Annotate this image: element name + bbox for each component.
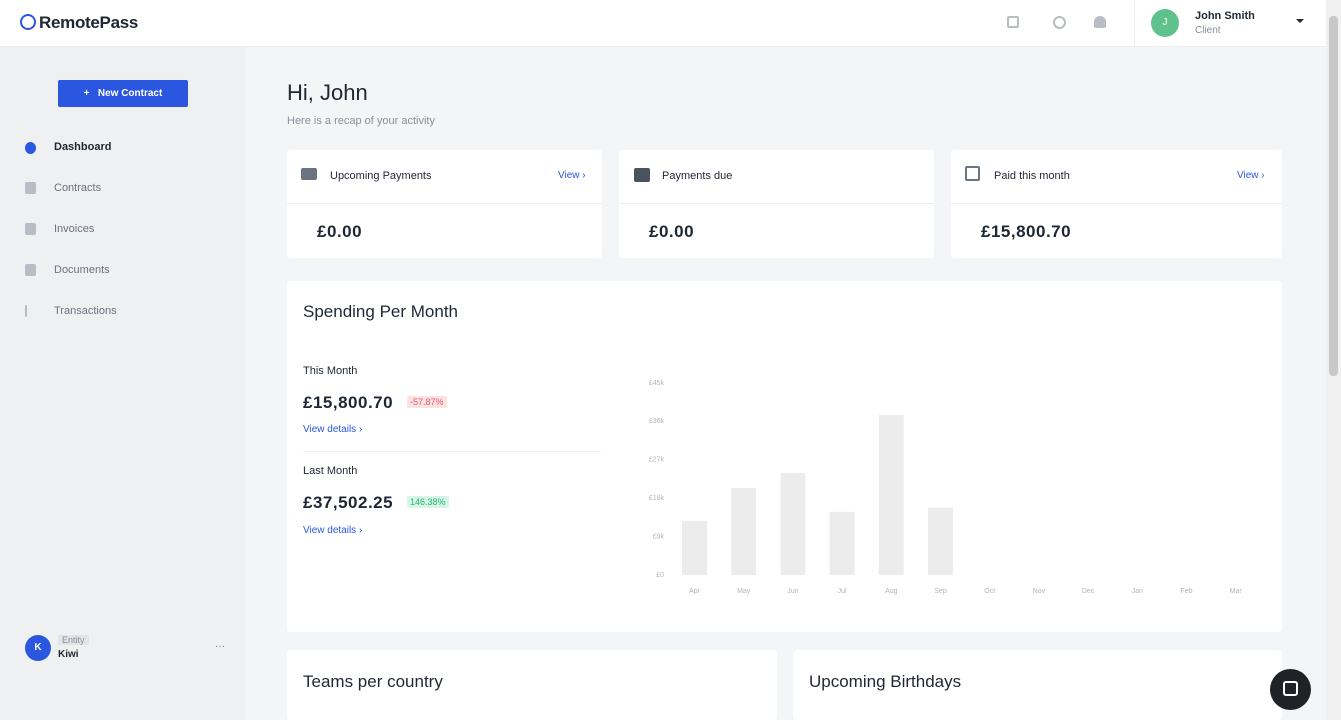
card-amount: £0.00 [649,222,695,241]
nav-item[interactable]: Contracts [54,182,102,194]
nav-icon [25,223,36,235]
x-tick-label: Jun [787,588,798,595]
dropdown-caret[interactable] [1296,19,1304,23]
section-title: Upcoming Birthdays [809,672,962,691]
x-tick-label: Feb [1180,588,1192,595]
spending-chart: £0 £9k £18k £27k £36k £45k Apr May Jun Jul Aug Sep O… [649,380,1243,595]
x-tick-label: Oct [984,588,995,595]
chat-icon[interactable] [1283,681,1298,696]
section-title: Spending Per Month [303,302,458,321]
view-details[interactable]: View details › [303,525,363,536]
view-details[interactable]: View details › [303,424,363,435]
nav-icon [25,142,36,154]
greeting: Hi, John [287,80,368,105]
bar [878,414,904,575]
scrollbar[interactable] [1326,0,1341,720]
change-badge: -57.87% [407,396,447,408]
y-tick-label: £0 [656,572,664,579]
section-title: Teams per country [303,672,443,691]
scroll-thumb[interactable] [1329,16,1338,376]
entity-avatar[interactable]: K [25,635,51,661]
bar [731,487,757,575]
x-tick-label: Mar [1230,588,1243,595]
card-title: Payments due [662,170,733,182]
stat-card: Paid this month View › £15,800.70 [951,150,1282,258]
bar [829,511,855,575]
x-tick-label: Nov [1033,588,1046,595]
card-icon [965,166,980,181]
sidebar: + New Contract [0,47,245,720]
y-tick-label: £18k [649,495,665,502]
y-tick-label: £36k [649,418,665,425]
card-divider [287,203,602,204]
entity-menu[interactable]: ··· [215,641,225,652]
card-divider [951,203,1282,204]
bell-icon[interactable] [1094,16,1106,28]
card-divider [619,203,934,204]
nav-item[interactable]: Dashboard [54,141,112,153]
nav-item[interactable]: Invoices [54,223,95,235]
brand: RemotePass [39,13,139,32]
bar [682,520,707,575]
card-icon [634,168,650,182]
button-label[interactable]: New Contract [97,88,163,99]
period-divider [303,451,601,452]
user-name: John Smith [1195,10,1255,22]
bar [780,473,806,575]
entity-name: Kiwi [58,649,79,660]
calendar-icon[interactable] [1007,16,1019,28]
card-amount: £0.00 [317,222,363,241]
nav-icon [25,264,36,276]
x-tick-label: Aug [885,588,898,595]
user-avatar[interactable]: J [1151,9,1179,37]
new-contract-button[interactable]: + New Contract [58,80,188,107]
nav-item[interactable]: Transactions [54,305,117,317]
header: RemotePass J John Smith Client [0,0,1326,47]
period-amount: £37,502.25 [303,493,394,512]
y-tick-label: £45k [649,380,665,387]
y-tick-label: £27k [649,457,665,464]
teams-card: Teams per country [287,650,777,720]
bar [928,507,953,575]
period-label: This Month [303,365,358,377]
nav-icon [25,182,36,194]
entity-label: Entity [58,635,89,645]
card-title: Paid this month [994,170,1070,182]
card-link[interactable]: View › [1237,170,1265,181]
nav-icon [25,305,27,317]
logo-icon [20,14,36,30]
period-label: Last Month [303,465,358,477]
x-tick-label: Apr [689,588,701,595]
chat-button[interactable] [1270,669,1311,710]
card-link[interactable]: View › [558,170,586,181]
subtitle: Here is a recap of your activity [287,115,435,127]
card-icon [301,168,317,180]
user-role: Client [1195,25,1221,36]
x-tick-label: Jul [838,588,847,595]
x-tick-label: Jan [1132,588,1143,595]
x-tick-label: Dec [1082,588,1095,595]
birthdays-card: Upcoming Birthdays [793,650,1282,720]
stat-card: Payments due £0.00 [619,150,934,258]
divider [1134,0,1135,46]
card-title: Upcoming Payments [330,170,432,182]
y-tick-label: £9k [653,533,665,540]
x-tick-label: Sep [934,588,947,595]
x-tick-label: May [737,588,751,595]
change-badge: 146.38% [407,496,449,508]
globe-icon[interactable] [1053,16,1066,29]
stat-card: Upcoming Payments View › £0.00 [287,150,602,258]
card-amount: £15,800.70 [981,222,1072,241]
period-amount: £15,800.70 [303,393,394,412]
nav-item[interactable]: Documents [54,264,110,276]
